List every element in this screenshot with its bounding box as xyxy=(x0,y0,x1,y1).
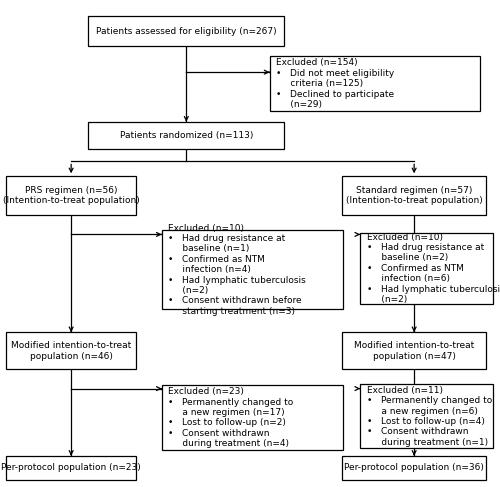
FancyBboxPatch shape xyxy=(6,332,136,370)
FancyBboxPatch shape xyxy=(6,456,136,480)
Text: Excluded (n=11)
•   Permanently changed to
     a new regimen (n=6)
•   Lost to : Excluded (n=11) • Permanently changed to… xyxy=(366,386,492,447)
Text: Modified intention-to-treat
population (n=47): Modified intention-to-treat population (… xyxy=(354,341,474,360)
Text: Modified intention-to-treat
population (n=46): Modified intention-to-treat population (… xyxy=(11,341,132,360)
Text: PRS regimen (n=56)
(Intention-to-treat population): PRS regimen (n=56) (Intention-to-treat p… xyxy=(3,186,140,206)
FancyBboxPatch shape xyxy=(88,17,284,46)
Text: Excluded (n=23)
•   Permanently changed to
     a new regimen (n=17)
•   Lost to: Excluded (n=23) • Permanently changed to… xyxy=(168,387,294,448)
FancyBboxPatch shape xyxy=(270,56,480,111)
FancyBboxPatch shape xyxy=(342,176,486,215)
Text: Patients randomized (n=113): Patients randomized (n=113) xyxy=(120,131,253,140)
Text: Standard regimen (n=57)
(Intention-to-treat population): Standard regimen (n=57) (Intention-to-tr… xyxy=(346,186,482,206)
Text: Excluded (n=10)
•   Had drug resistance at
     baseline (n=2)
•   Confirmed as : Excluded (n=10) • Had drug resistance at… xyxy=(366,233,500,304)
FancyBboxPatch shape xyxy=(360,384,492,449)
FancyBboxPatch shape xyxy=(6,176,136,215)
FancyBboxPatch shape xyxy=(162,230,343,309)
Text: Excluded (n=154)
•   Did not meet eligibility
     criteria (n=125)
•   Declined: Excluded (n=154) • Did not meet eligibil… xyxy=(276,58,394,109)
FancyBboxPatch shape xyxy=(342,332,486,370)
Text: Per-protocol population (n=23): Per-protocol population (n=23) xyxy=(2,463,141,472)
FancyBboxPatch shape xyxy=(360,233,492,303)
Text: Patients assessed for eligibility (n=267): Patients assessed for eligibility (n=267… xyxy=(96,27,276,36)
Text: Per-protocol population (n=36): Per-protocol population (n=36) xyxy=(344,463,484,472)
FancyBboxPatch shape xyxy=(342,456,486,480)
FancyBboxPatch shape xyxy=(162,386,343,450)
Text: Excluded (n=10)
•   Had drug resistance at
     baseline (n=1)
•   Confirmed as : Excluded (n=10) • Had drug resistance at… xyxy=(168,224,306,316)
FancyBboxPatch shape xyxy=(88,122,284,150)
